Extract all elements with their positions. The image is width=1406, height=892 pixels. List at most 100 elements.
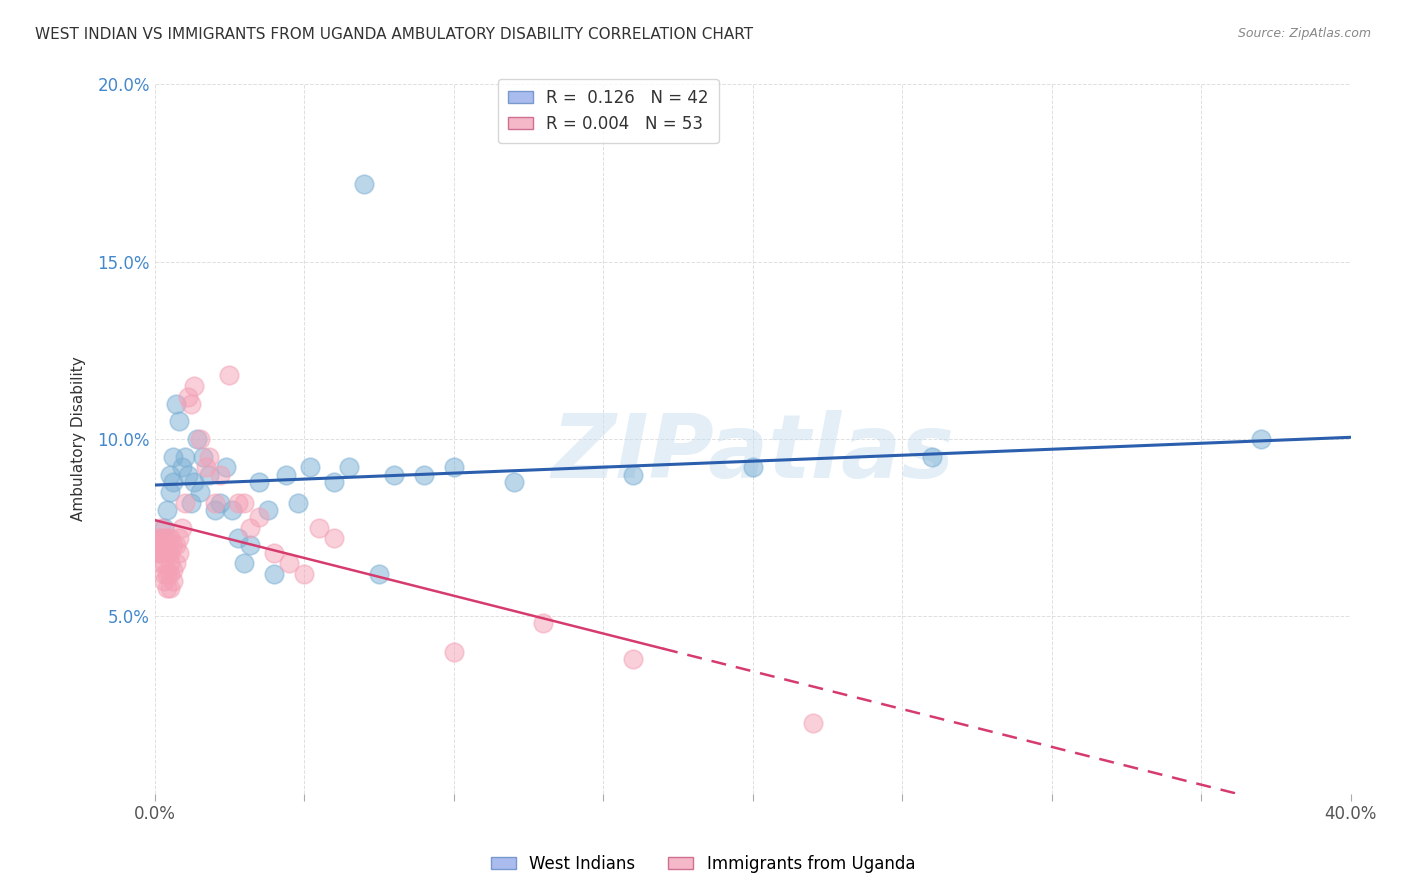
Point <box>152 532 174 546</box>
Point <box>162 574 184 588</box>
Point <box>162 450 184 464</box>
Point <box>167 545 190 559</box>
Point <box>308 521 330 535</box>
Point <box>146 532 169 546</box>
Point <box>299 460 322 475</box>
Point <box>621 467 644 482</box>
Point <box>167 532 190 546</box>
Point <box>152 566 174 581</box>
Point <box>165 556 187 570</box>
Point <box>183 379 205 393</box>
Point <box>180 396 202 410</box>
Point <box>292 566 315 581</box>
Point <box>221 503 243 517</box>
Point <box>228 532 250 546</box>
Point <box>159 566 181 581</box>
Point <box>276 467 298 482</box>
Point <box>159 532 181 546</box>
Point <box>197 450 219 464</box>
Point <box>170 521 193 535</box>
Text: ZIPatlas: ZIPatlas <box>551 409 955 497</box>
Point <box>159 581 181 595</box>
Point <box>165 396 187 410</box>
Point <box>152 521 174 535</box>
Point <box>149 545 172 559</box>
Point <box>1250 432 1272 446</box>
Point <box>209 467 232 482</box>
Point <box>228 496 250 510</box>
Point <box>621 652 644 666</box>
Point <box>382 467 405 482</box>
Point <box>156 545 179 559</box>
Point <box>159 545 181 559</box>
Point <box>233 556 256 570</box>
Point <box>149 521 172 535</box>
Point <box>443 645 465 659</box>
Point <box>146 545 169 559</box>
Point <box>156 581 179 595</box>
Point <box>162 538 184 552</box>
Point <box>353 177 375 191</box>
Point <box>159 485 181 500</box>
Point <box>263 545 285 559</box>
Point <box>156 566 179 581</box>
Point <box>156 532 179 546</box>
Point <box>263 566 285 581</box>
Point <box>156 503 179 517</box>
Point <box>218 368 240 383</box>
Point <box>287 496 309 510</box>
Point <box>186 432 208 446</box>
Point <box>239 521 262 535</box>
Point <box>533 616 555 631</box>
Point <box>159 556 181 570</box>
Point <box>188 485 211 500</box>
Point <box>337 460 360 475</box>
Point <box>183 475 205 489</box>
Point <box>173 496 195 510</box>
Point <box>215 460 238 475</box>
Point <box>323 475 346 489</box>
Point <box>443 460 465 475</box>
Point <box>197 467 219 482</box>
Text: Source: ZipAtlas.com: Source: ZipAtlas.com <box>1237 27 1371 40</box>
Point <box>176 390 198 404</box>
Point <box>278 556 301 570</box>
Point <box>180 496 202 510</box>
Point <box>194 460 217 475</box>
Point <box>162 563 184 577</box>
Point <box>412 467 434 482</box>
Point <box>191 450 214 464</box>
Legend: West Indians, Immigrants from Uganda: West Indians, Immigrants from Uganda <box>484 848 922 880</box>
Point <box>247 475 270 489</box>
Text: WEST INDIAN VS IMMIGRANTS FROM UGANDA AMBULATORY DISABILITY CORRELATION CHART: WEST INDIAN VS IMMIGRANTS FROM UGANDA AM… <box>35 27 754 42</box>
Point <box>152 538 174 552</box>
Point <box>209 496 232 510</box>
Point <box>921 450 943 464</box>
Point <box>149 538 172 552</box>
Point <box>188 432 211 446</box>
Point <box>165 538 187 552</box>
Point <box>204 503 226 517</box>
Point <box>149 556 172 570</box>
Point <box>167 414 190 428</box>
Point <box>152 556 174 570</box>
Point <box>176 467 198 482</box>
Point <box>502 475 524 489</box>
Point <box>233 496 256 510</box>
Point <box>801 715 824 730</box>
Point <box>149 532 172 546</box>
Point <box>170 460 193 475</box>
Point <box>368 566 391 581</box>
Legend: R =  0.126   N = 42, R = 0.004   N = 53: R = 0.126 N = 42, R = 0.004 N = 53 <box>498 78 718 143</box>
Point <box>159 467 181 482</box>
Point <box>239 538 262 552</box>
Y-axis label: Ambulatory Disability: Ambulatory Disability <box>72 357 86 522</box>
Point <box>204 496 226 510</box>
Point <box>323 532 346 546</box>
Point <box>247 510 270 524</box>
Point <box>152 545 174 559</box>
Point <box>173 450 195 464</box>
Point <box>162 475 184 489</box>
Point <box>152 574 174 588</box>
Point <box>741 460 763 475</box>
